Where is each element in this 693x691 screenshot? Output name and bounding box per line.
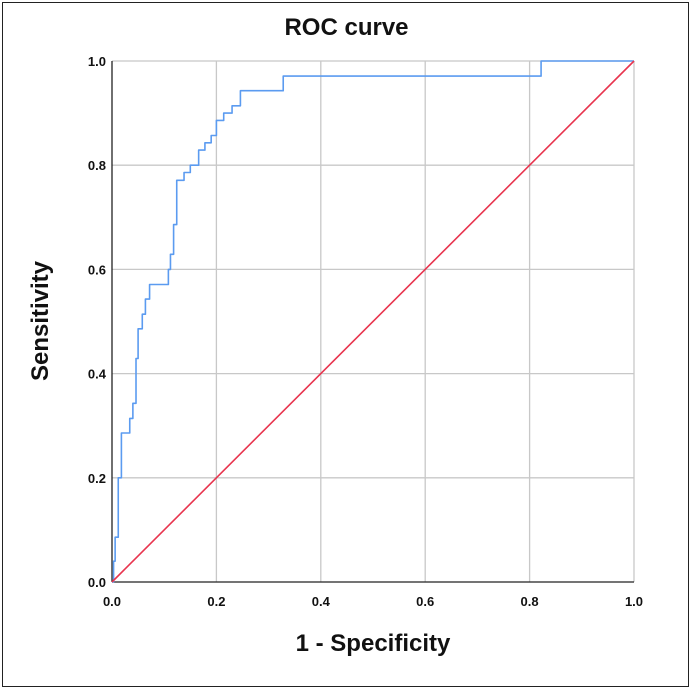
- x-tick-label: 0.0: [103, 594, 121, 609]
- y-tick-label: 0.4: [88, 367, 107, 382]
- axis-layer: [111, 61, 634, 583]
- y-tick-label: 0.8: [88, 158, 106, 173]
- chart-title: ROC curve: [284, 14, 409, 41]
- x-tick-label: 1.0: [625, 594, 643, 609]
- y-tick-label: 0.0: [88, 575, 106, 590]
- roc-curve-line: [112, 60, 634, 583]
- x-tick-label: 0.4: [312, 594, 331, 609]
- reference-diagonal-line: [111, 60, 635, 583]
- y-tick-label: 0.6: [88, 262, 106, 277]
- x-tick-label: 0.2: [207, 594, 225, 609]
- x-tick-label: 0.8: [521, 594, 539, 609]
- x-tick-label: 0.6: [416, 594, 434, 609]
- y-tick-label: 1.0: [88, 54, 106, 69]
- x-axis-label: 1 - Specificity: [295, 630, 451, 657]
- y-tick-label: 0.2: [88, 471, 106, 486]
- series-layer: [111, 60, 635, 583]
- tick-label-layer: 0.0 0.2 0.4 0.6 0.8 1.0 0.0 0.2 0.4 0.6 0.8 1.0: [88, 54, 643, 609]
